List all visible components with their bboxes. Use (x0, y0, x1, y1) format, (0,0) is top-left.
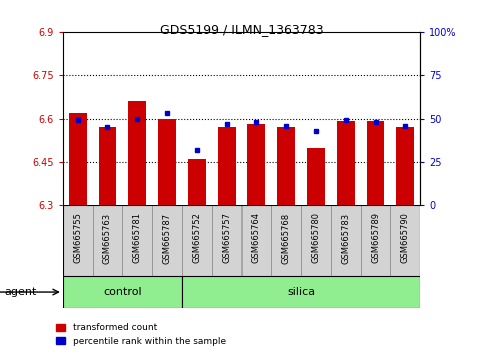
Bar (63, 205, 93, 276)
Text: GSM665764: GSM665764 (252, 212, 261, 263)
Text: GSM665780: GSM665780 (312, 212, 320, 263)
Bar (99, 127, 116, 205)
Bar (218, 127, 236, 205)
Bar (152, 205, 182, 276)
Bar (182, 205, 212, 276)
Bar (277, 127, 295, 205)
Bar (390, 205, 420, 276)
Bar (247, 124, 265, 205)
Text: GSM665763: GSM665763 (103, 212, 112, 263)
Text: GSM665790: GSM665790 (401, 212, 410, 263)
Bar (397, 127, 414, 205)
Text: GSM665768: GSM665768 (282, 212, 291, 263)
Text: GSM665755: GSM665755 (73, 212, 82, 263)
Bar (242, 205, 271, 276)
Bar (331, 205, 361, 276)
Text: GSM665752: GSM665752 (192, 212, 201, 263)
Text: agent: agent (5, 287, 37, 297)
Text: GSM665783: GSM665783 (341, 212, 350, 263)
Legend: transformed count, percentile rank within the sample: transformed count, percentile rank withi… (53, 320, 229, 349)
Bar (271, 205, 301, 276)
Bar (361, 205, 390, 276)
Text: GSM665781: GSM665781 (133, 212, 142, 263)
Text: control: control (103, 287, 142, 297)
Bar (367, 121, 384, 205)
Bar (307, 148, 325, 205)
Bar (69, 113, 86, 205)
Bar (337, 121, 355, 205)
Bar (212, 205, 242, 276)
Bar (128, 101, 146, 205)
Bar (63, 276, 182, 308)
Text: GSM665789: GSM665789 (371, 212, 380, 263)
Bar (93, 205, 122, 276)
Text: GSM665757: GSM665757 (222, 212, 231, 263)
Text: silica: silica (287, 287, 315, 297)
Bar (122, 205, 152, 276)
Bar (188, 159, 206, 205)
Bar (158, 119, 176, 205)
Bar (301, 205, 331, 276)
Text: GSM665787: GSM665787 (163, 212, 171, 263)
Text: GDS5199 / ILMN_1363783: GDS5199 / ILMN_1363783 (160, 23, 323, 36)
Bar (182, 276, 420, 308)
